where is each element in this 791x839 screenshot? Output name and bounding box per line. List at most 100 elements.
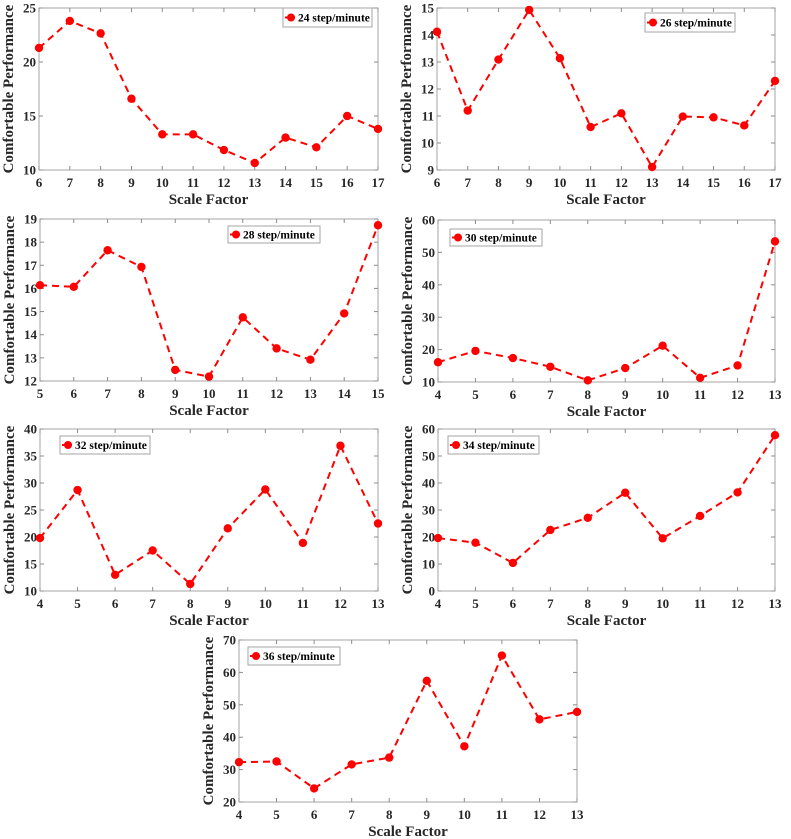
x-tick-label: 15 — [310, 175, 324, 190]
x-tick-label: 15 — [372, 386, 386, 401]
data-point — [621, 363, 630, 373]
y-tick-label: 50 — [422, 245, 435, 260]
x-tick-label: 6 — [434, 175, 441, 190]
axes-box — [39, 428, 379, 592]
data-point — [508, 353, 518, 363]
legend: 34 step/minute — [447, 435, 540, 455]
x-tick-label: 4 — [435, 387, 442, 402]
data-point — [546, 525, 555, 535]
data-point — [709, 113, 718, 122]
x-tick-label: 7 — [464, 175, 471, 190]
legend-label: 26 step/minute — [660, 18, 732, 30]
data-point — [658, 534, 667, 543]
y-axis-title: Comfortable Performance — [2, 215, 18, 384]
y-tick-label: 0 — [429, 584, 436, 599]
data-point — [546, 362, 555, 371]
legend: 30 step/minute — [449, 228, 543, 247]
data-point — [617, 109, 626, 118]
y-tick-label: 25 — [24, 503, 38, 518]
data-point — [65, 16, 75, 26]
y-tick-label: 14 — [421, 28, 435, 43]
x-tick-label: 7 — [149, 596, 156, 611]
y-tick-label: 20 — [23, 55, 36, 70]
legend-marker-icon — [252, 652, 260, 660]
x-tick-label: 11 — [297, 596, 309, 611]
x-tick-label: 13 — [248, 175, 262, 190]
y-tick-label: 15 — [24, 557, 38, 572]
x-axis-title: Scale Factor — [368, 824, 448, 839]
data-point — [572, 707, 582, 717]
x-tick-label: 17 — [769, 175, 783, 190]
y-axis-title: Comfortable Performance — [1, 4, 17, 173]
x-tick-label: 6 — [510, 596, 517, 611]
x-tick-label: 4 — [236, 807, 243, 822]
legend: 24 step/minute — [282, 7, 373, 28]
axes-box — [437, 219, 776, 383]
legend-label: 34 step/minute — [463, 440, 535, 452]
x-tick-label: 9 — [424, 807, 431, 822]
data-point — [34, 43, 44, 53]
data-point — [586, 122, 595, 132]
series-line — [238, 653, 578, 790]
axes-box — [437, 428, 776, 592]
data-point — [298, 538, 308, 548]
legend: 26 step/minute — [644, 12, 736, 33]
data-point — [272, 344, 281, 353]
x-tick-label: 9 — [526, 175, 533, 190]
data-point — [471, 538, 480, 547]
legend-label: 24 step/minute — [298, 13, 370, 25]
data-point — [770, 76, 780, 86]
legend-label: 30 step/minute — [465, 233, 537, 245]
legend-box — [227, 225, 321, 244]
legend-marker-icon — [64, 441, 72, 449]
data-point — [309, 784, 319, 793]
data-point — [695, 373, 705, 382]
y-tick-label: 20 — [24, 530, 37, 545]
data-point — [770, 237, 780, 246]
y-tick-label: 11 — [422, 109, 434, 124]
y-tick-label: 60 — [223, 665, 236, 680]
data-point — [234, 757, 244, 767]
y-tick-label: 12 — [24, 374, 37, 389]
x-tick-label: 9 — [225, 596, 232, 611]
legend-label: 32 step/minute — [75, 440, 147, 452]
y-tick-label: 10 — [422, 375, 435, 390]
data-point — [342, 111, 352, 121]
data-point — [433, 358, 443, 367]
data-point — [524, 5, 534, 15]
x-tick-label: 8 — [585, 596, 592, 611]
legend-marker-icon — [287, 13, 295, 22]
x-tick-label: 10 — [656, 387, 669, 402]
subplot-6: 4 5 6 7 8 9 10 11 12 13 0 10 20 30 40 50 60 Scale Factor C… — [400, 422, 782, 630]
series-line — [39, 443, 379, 586]
x-tick-label: 11 — [237, 386, 249, 401]
x-axis-title: Scale Factor — [169, 403, 249, 419]
legend-box — [282, 7, 373, 28]
legend-marker-icon — [454, 233, 462, 242]
data-point — [770, 431, 780, 440]
y-tick-label: 40 — [422, 277, 435, 292]
x-tick-label: 7 — [67, 175, 74, 190]
data-point — [583, 513, 592, 523]
x-tick-label: 9 — [128, 175, 135, 190]
y-tick-label: 50 — [223, 697, 236, 712]
legend-label: 28 step/minute — [243, 230, 315, 242]
y-tick-label: 13 — [24, 350, 38, 365]
x-tick-label: 10 — [656, 596, 669, 611]
data-point — [583, 376, 592, 385]
x-tick-label: 10 — [259, 596, 272, 611]
x-tick-label: 10 — [553, 175, 566, 190]
data-point — [678, 112, 688, 121]
y-axis-title: Comfortable Performance — [400, 216, 416, 385]
y-tick-label: 30 — [422, 310, 435, 325]
legend-box — [449, 228, 543, 247]
y-tick-label: 15 — [23, 109, 37, 124]
data-point — [471, 346, 480, 356]
y-tick-label: 14 — [24, 327, 38, 342]
data-point — [422, 676, 431, 686]
data-point — [433, 533, 443, 543]
data-point — [69, 282, 79, 292]
x-tick-label: 9 — [622, 596, 629, 611]
x-tick-label: 5 — [472, 596, 479, 611]
subplot-2: 6 7 8 9 10 11 12 13 14 15 16 17 9 10 11 12 13 14 15 Scale F… — [399, 1, 782, 209]
